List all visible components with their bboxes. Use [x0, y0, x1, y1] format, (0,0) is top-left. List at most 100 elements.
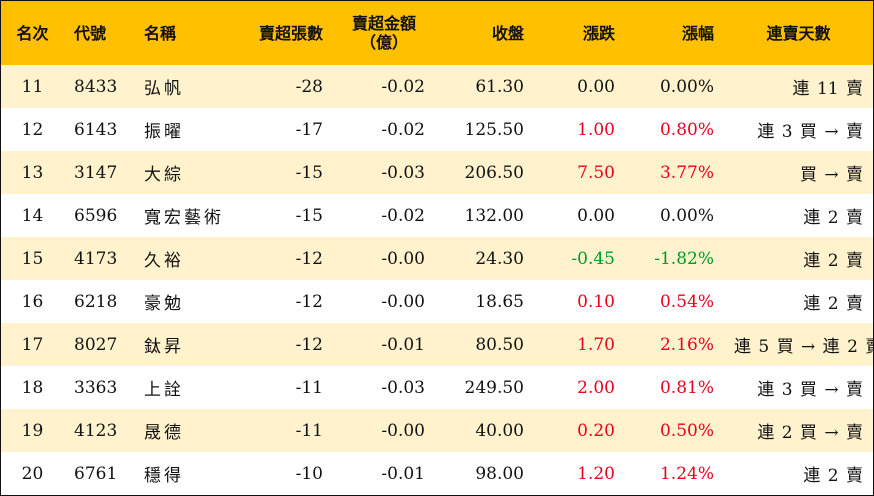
header-net-sell-amount-line1: 賣超金額: [351, 14, 416, 33]
cell-streak: 連 3 買 → 賣: [757, 380, 863, 400]
table-row: 19 4123 晟德 -11 -0.00 40.00 0.20 0.50% 連 …: [1, 409, 873, 452]
cell-net-sell-lots: -11: [295, 420, 323, 441]
cell-net-sell-amount: -0.02: [381, 76, 425, 97]
cell-close: 98.00: [475, 463, 524, 484]
cell-code: 3363: [74, 377, 118, 398]
cell-streak: 連 2 賣: [803, 208, 863, 228]
cell-net-sell-lots: -12: [295, 334, 323, 355]
cell-net-sell-amount: -0.01: [381, 334, 425, 355]
cell-change: 0.00: [577, 205, 615, 226]
cell-streak: 連 2 買 → 賣: [757, 423, 863, 443]
cell-close: 40.00: [475, 420, 524, 441]
header-change-pct[interactable]: 漲幅: [681, 23, 714, 43]
table-body: 11 8433 弘帆 -28 -0.02 61.30 0.00 0.00% 連 …: [1, 65, 874, 495]
cell-change-pct: 0.81%: [659, 377, 714, 398]
cell-net-sell-amount: -0.00: [381, 248, 425, 269]
cell-close: 24.30: [475, 248, 524, 269]
header-net-sell-amount[interactable]: 賣超金額 （億）: [333, 1, 435, 65]
cell-change: 2.00: [577, 377, 615, 398]
cell-net-sell-amount: -0.03: [381, 162, 425, 183]
header-streak[interactable]: 連賣天數: [766, 23, 831, 43]
cell-close: 249.50: [464, 377, 524, 398]
cell-close: 80.50: [475, 334, 524, 355]
cell-change: 1.00: [577, 119, 615, 140]
header-net-sell-lots[interactable]: 賣超張數: [258, 23, 323, 43]
cell-rank: 13: [21, 162, 44, 183]
cell-rank: 17: [21, 334, 44, 355]
cell-net-sell-lots: -12: [295, 248, 323, 269]
cell-streak: 連 5 買 → 連 2 賣: [734, 337, 874, 357]
cell-net-sell-amount: -0.03: [381, 377, 425, 398]
cell-code: 6218: [74, 291, 118, 312]
cell-code: 8433: [74, 76, 118, 97]
cell-code: 6596: [74, 205, 118, 226]
cell-rank: 11: [21, 76, 44, 97]
table-row: 20 6761 穩得 -10 -0.01 98.00 1.20 1.24% 連 …: [1, 452, 873, 495]
cell-net-sell-amount: -0.00: [381, 291, 425, 312]
cell-name[interactable]: 晟德: [144, 423, 184, 443]
cell-streak: 連 2 賣: [803, 294, 863, 314]
header-change[interactable]: 漲跌: [582, 23, 615, 43]
cell-name[interactable]: 振曜: [144, 122, 184, 142]
cell-change-pct: 0.50%: [659, 420, 714, 441]
header-code[interactable]: 代號: [74, 23, 107, 43]
cell-name[interactable]: 寬宏藝術: [144, 208, 224, 228]
cell-change-pct: 0.54%: [659, 291, 714, 312]
table-row: 15 4173 久裕 -12 -0.00 24.30 -0.45 -1.82% …: [1, 237, 873, 280]
cell-change-pct: 0.80%: [659, 119, 714, 140]
header-name[interactable]: 名稱: [144, 23, 177, 43]
cell-name[interactable]: 豪勉: [144, 294, 184, 314]
cell-net-sell-amount: -0.00: [381, 420, 425, 441]
header-rank[interactable]: 名次: [16, 23, 49, 43]
header-close[interactable]: 收盤: [491, 23, 524, 43]
cell-streak: 買 → 賣: [799, 165, 863, 185]
cell-rank: 19: [21, 420, 44, 441]
table-row: 14 6596 寬宏藝術 -15 -0.02 132.00 0.00 0.00%…: [1, 194, 873, 237]
cell-rank: 15: [21, 248, 44, 269]
table-row: 11 8433 弘帆 -28 -0.02 61.30 0.00 0.00% 連 …: [1, 65, 873, 108]
cell-net-sell-lots: -10: [295, 463, 323, 484]
cell-change-pct: -1.82%: [654, 248, 714, 269]
cell-name[interactable]: 鈦昇: [144, 337, 184, 357]
cell-code: 4123: [74, 420, 118, 441]
cell-net-sell-amount: -0.01: [381, 463, 425, 484]
cell-close: 18.65: [475, 291, 524, 312]
cell-net-sell-lots: -28: [295, 76, 323, 97]
cell-streak: 連 2 賣: [803, 466, 863, 486]
table-row: 18 3363 上詮 -11 -0.03 249.50 2.00 0.81% 連…: [1, 366, 873, 409]
cell-change: 0.20: [577, 420, 615, 441]
cell-code: 6143: [74, 119, 118, 140]
cell-net-sell-amount: -0.02: [381, 205, 425, 226]
cell-change-pct: 0.00%: [659, 205, 714, 226]
cell-name[interactable]: 弘帆: [144, 79, 184, 99]
cell-streak: 連 11 賣: [792, 79, 863, 99]
cell-streak: 連 3 買 → 賣: [757, 122, 863, 142]
cell-change: -0.45: [571, 248, 615, 269]
cell-name[interactable]: 穩得: [144, 466, 184, 486]
cell-close: 132.00: [464, 205, 524, 226]
cell-change-pct: 3.77%: [659, 162, 714, 183]
cell-rank: 18: [21, 377, 44, 398]
cell-streak: 連 2 賣: [803, 251, 863, 271]
cell-change: 0.00: [577, 76, 615, 97]
cell-name[interactable]: 大綜: [144, 165, 184, 185]
cell-net-sell-lots: -15: [295, 205, 323, 226]
cell-change: 1.70: [577, 334, 615, 355]
header-net-sell-amount-line2: （億）: [359, 33, 408, 52]
cell-rank: 14: [21, 205, 44, 226]
cell-change: 1.20: [577, 463, 615, 484]
cell-net-sell-lots: -17: [295, 119, 323, 140]
table-header: 名次 代號 名稱 賣超張數 賣超金額 （億） 收盤 漲跌 漲幅 連賣天數: [1, 1, 873, 65]
cell-change: 7.50: [577, 162, 615, 183]
cell-code: 3147: [74, 162, 118, 183]
table-row: 13 3147 大綜 -15 -0.03 206.50 7.50 3.77% 買…: [1, 151, 873, 194]
cell-name[interactable]: 久裕: [144, 251, 184, 271]
cell-net-sell-lots: -11: [295, 377, 323, 398]
table-row: 16 6218 豪勉 -12 -0.00 18.65 0.10 0.54% 連 …: [1, 280, 873, 323]
cell-rank: 12: [21, 119, 44, 140]
cell-name[interactable]: 上詮: [144, 380, 184, 400]
cell-change-pct: 0.00%: [659, 76, 714, 97]
cell-change-pct: 2.16%: [659, 334, 714, 355]
